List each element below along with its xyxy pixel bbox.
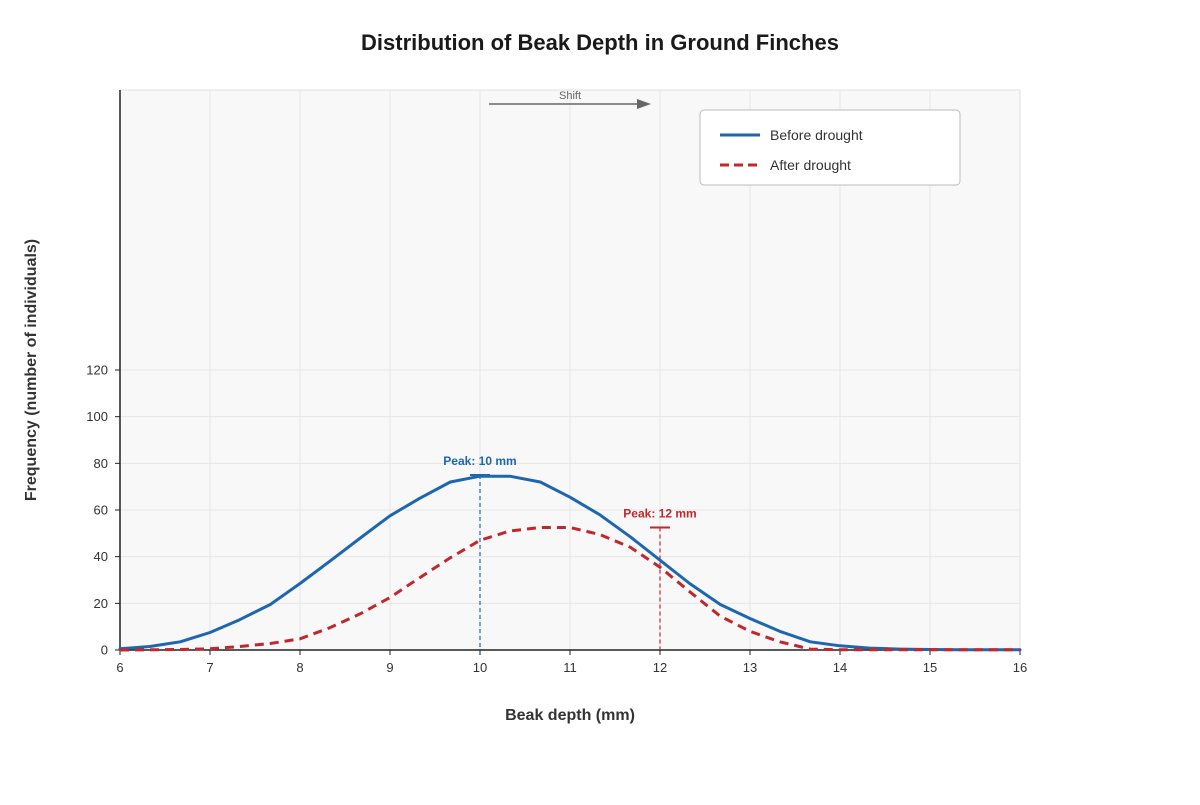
y-tick-label: 20 xyxy=(94,596,108,611)
legend: Before drought After drought xyxy=(699,109,961,186)
y-tick-label: 100 xyxy=(86,409,108,424)
x-axis-ticks: 6 7 8 9 10 11 12 13 14 15 16 xyxy=(116,650,1027,675)
legend-label-before: Before drought xyxy=(770,127,863,143)
peak-markers: Peak: 10 mm Peak: 12 mm xyxy=(443,454,697,650)
x-tick-label: 13 xyxy=(743,660,757,675)
x-tick-label: 6 xyxy=(116,660,123,675)
x-tick-label: 16 xyxy=(1013,660,1027,675)
legend-label-after: After drought xyxy=(770,157,851,173)
x-tick-label: 8 xyxy=(296,660,303,675)
x-tick-label: 10 xyxy=(473,660,487,675)
y-tick-label: 40 xyxy=(94,549,108,564)
y-tick-label: 80 xyxy=(94,456,108,471)
shift-arrowhead xyxy=(637,99,651,109)
series-line-after-drought xyxy=(119,526,1020,652)
x-tick-label: 9 xyxy=(386,660,393,675)
x-tick-label: 7 xyxy=(206,660,213,675)
x-tick-label: 12 xyxy=(653,660,667,675)
shift-label: Shift xyxy=(559,90,581,102)
legend-box xyxy=(699,109,961,186)
series-line-before-drought xyxy=(118,474,1022,652)
peak-label: Peak: 10 mm xyxy=(443,454,516,468)
y-axis-ticks: 0 20 40 60 80 100 120 xyxy=(86,363,120,658)
x-tick-label: 14 xyxy=(833,660,847,675)
peak-label: Peak: 12 mm xyxy=(623,507,696,521)
y-axis-label: Frequency (number of individuals) xyxy=(23,239,40,501)
y-tick-label: 120 xyxy=(86,363,108,378)
y-tick-label: 60 xyxy=(94,503,108,518)
shift-annotation: Shift xyxy=(489,90,651,109)
y-tick-label: 0 xyxy=(101,643,108,658)
chart-title: Distribution of Beak Depth in Ground Fin… xyxy=(361,30,839,55)
x-tick-label: 15 xyxy=(923,660,937,675)
x-tick-label: 11 xyxy=(563,660,577,675)
series-lines xyxy=(118,474,1022,652)
x-axis-label: Beak depth (mm) xyxy=(505,707,635,724)
